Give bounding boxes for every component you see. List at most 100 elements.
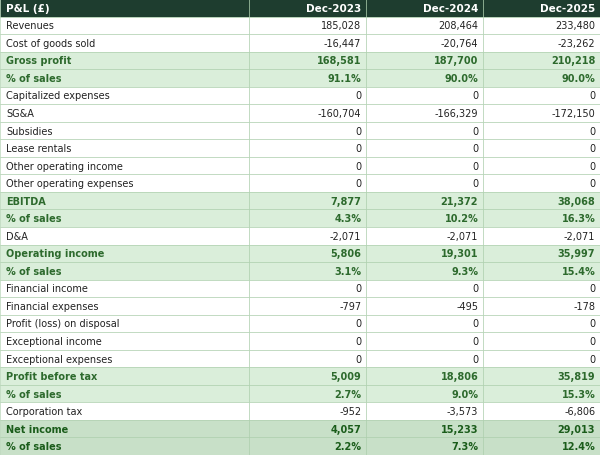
Bar (249, 17, 366, 35)
Bar (366, 140, 483, 157)
Text: Corporation tax: Corporation tax (6, 406, 82, 416)
Bar (0, 228, 249, 245)
Bar (0, 298, 249, 315)
Text: Other operating expenses: Other operating expenses (6, 179, 133, 189)
Text: Other operating income: Other operating income (6, 161, 123, 171)
Bar (483, 385, 600, 403)
Text: Lease rentals: Lease rentals (6, 144, 71, 154)
Bar (249, 70, 366, 87)
Bar (249, 245, 366, 263)
Bar (483, 280, 600, 298)
Text: 0: 0 (472, 144, 478, 154)
Bar (483, 245, 600, 263)
Bar (483, 192, 600, 210)
Bar (0, 245, 249, 263)
Bar (366, 122, 483, 140)
Text: 0: 0 (472, 284, 478, 294)
Bar (249, 175, 366, 192)
Bar (366, 315, 483, 333)
Text: 90.0%: 90.0% (562, 74, 595, 84)
Text: Capitalized expenses: Capitalized expenses (6, 91, 110, 101)
Text: 210,218: 210,218 (551, 56, 595, 66)
Bar (0, 420, 249, 438)
Bar (0, 70, 249, 87)
Text: % of sales: % of sales (6, 389, 62, 399)
Bar (366, 175, 483, 192)
Bar (483, 70, 600, 87)
Text: Financial income: Financial income (6, 284, 88, 294)
Text: 0: 0 (589, 161, 595, 171)
Text: 10.2%: 10.2% (445, 214, 478, 224)
Text: 0: 0 (355, 284, 361, 294)
Text: 0: 0 (589, 284, 595, 294)
Text: Financial expenses: Financial expenses (6, 301, 98, 311)
Text: 0: 0 (355, 319, 361, 329)
Bar (483, 87, 600, 105)
Bar (483, 35, 600, 52)
Text: -160,704: -160,704 (318, 109, 361, 119)
Text: Exceptional expenses: Exceptional expenses (6, 354, 112, 364)
Bar (0, 350, 249, 368)
Bar (483, 105, 600, 122)
Bar (366, 385, 483, 403)
Bar (249, 403, 366, 420)
Bar (0, 35, 249, 52)
Bar (0, 263, 249, 280)
Text: 15.4%: 15.4% (562, 266, 595, 276)
Bar (249, 192, 366, 210)
Text: -2,071: -2,071 (330, 231, 361, 241)
Bar (249, 228, 366, 245)
Bar (366, 52, 483, 70)
Bar (366, 298, 483, 315)
Text: 0: 0 (589, 354, 595, 364)
Bar (0, 175, 249, 192)
Text: 9.0%: 9.0% (451, 389, 478, 399)
Text: 7.3%: 7.3% (451, 441, 478, 451)
Text: Cost of goods sold: Cost of goods sold (6, 39, 95, 49)
Text: -20,764: -20,764 (440, 39, 478, 49)
Text: Profit (loss) on disposal: Profit (loss) on disposal (6, 319, 119, 329)
Text: % of sales: % of sales (6, 441, 62, 451)
Text: 0: 0 (355, 179, 361, 189)
Bar (249, 87, 366, 105)
Bar (483, 438, 600, 455)
Text: Dec-2023: Dec-2023 (306, 4, 361, 14)
Text: 16.3%: 16.3% (562, 214, 595, 224)
Text: 2.2%: 2.2% (334, 441, 361, 451)
Text: % of sales: % of sales (6, 214, 62, 224)
Bar (366, 157, 483, 175)
Bar (366, 368, 483, 385)
Text: -172,150: -172,150 (551, 109, 595, 119)
Bar (366, 105, 483, 122)
Text: 168,581: 168,581 (317, 56, 361, 66)
Text: 38,068: 38,068 (557, 196, 595, 206)
Bar (0, 333, 249, 350)
Bar (366, 350, 483, 368)
Bar (0, 87, 249, 105)
Text: SG&A: SG&A (6, 109, 34, 119)
Bar (483, 140, 600, 157)
Bar (249, 350, 366, 368)
Text: 12.4%: 12.4% (562, 441, 595, 451)
Text: 0: 0 (589, 179, 595, 189)
Bar (483, 0, 600, 17)
Text: -952: -952 (339, 406, 361, 416)
Text: 0: 0 (589, 319, 595, 329)
Bar (0, 0, 249, 17)
Bar (249, 52, 366, 70)
Bar (366, 210, 483, 228)
Text: D&A: D&A (6, 231, 28, 241)
Text: 90.0%: 90.0% (445, 74, 478, 84)
Text: 0: 0 (472, 319, 478, 329)
Text: 233,480: 233,480 (555, 21, 595, 31)
Text: 0: 0 (472, 161, 478, 171)
Text: % of sales: % of sales (6, 266, 62, 276)
Text: 0: 0 (355, 91, 361, 101)
Bar (249, 298, 366, 315)
Bar (483, 263, 600, 280)
Bar (483, 17, 600, 35)
Bar (249, 105, 366, 122)
Text: -178: -178 (573, 301, 595, 311)
Text: 9.3%: 9.3% (451, 266, 478, 276)
Text: Net income: Net income (6, 424, 68, 434)
